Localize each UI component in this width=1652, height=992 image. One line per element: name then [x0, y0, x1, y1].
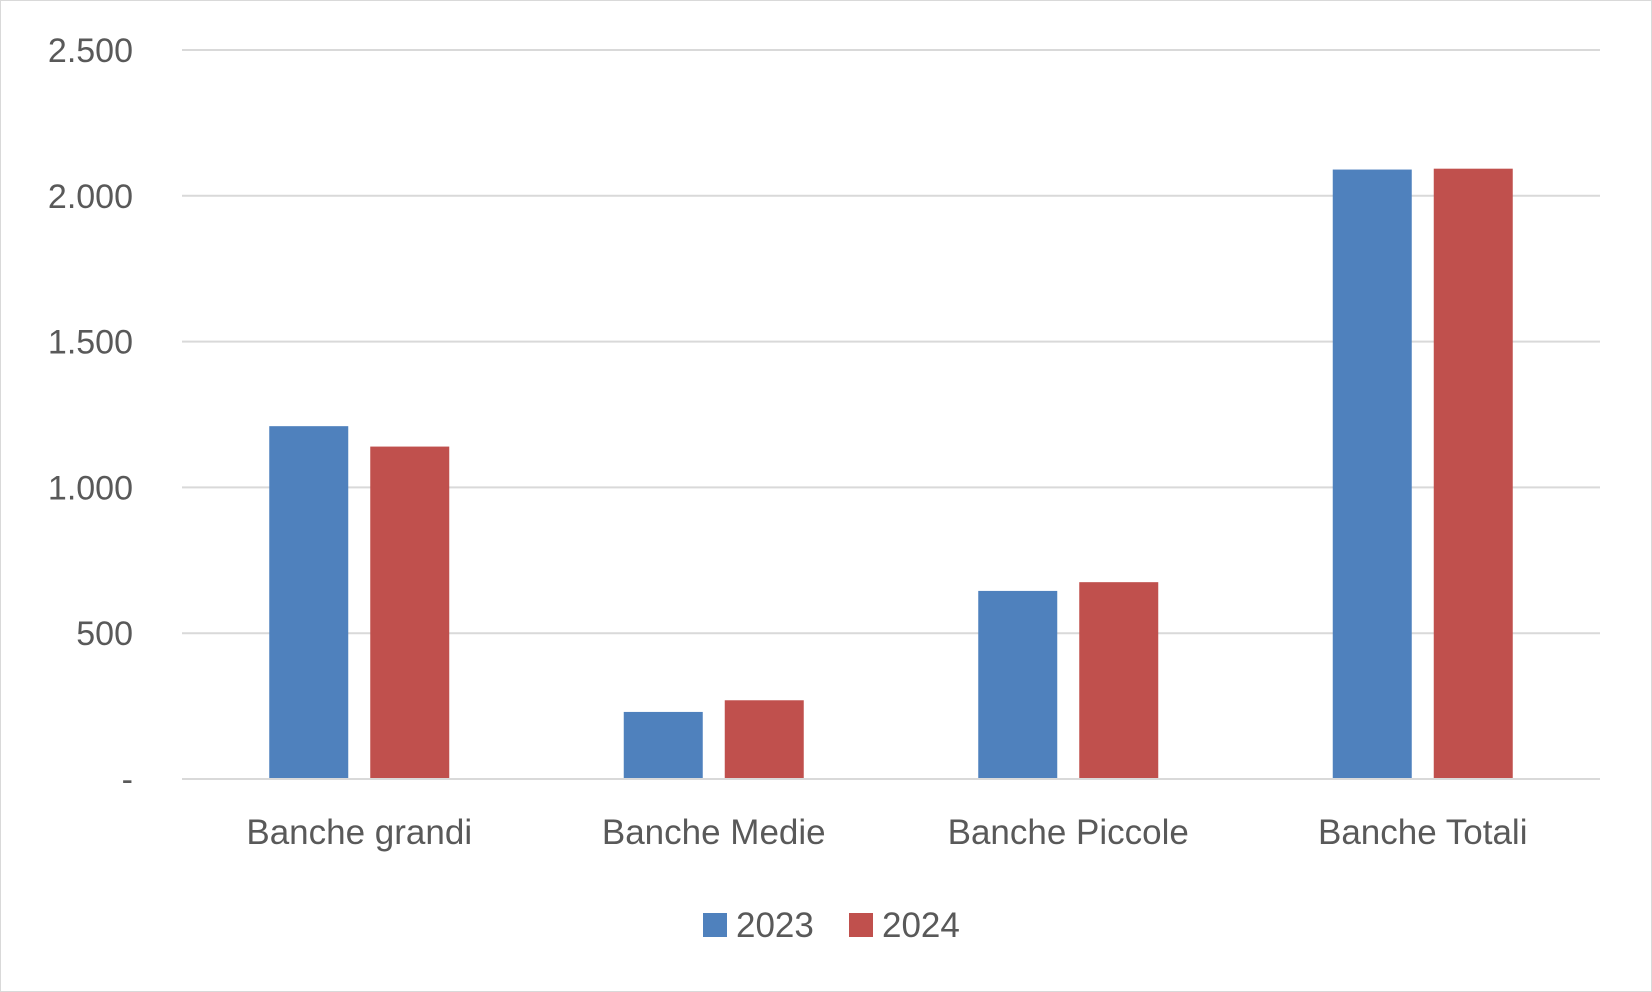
bar-2023-3	[1332, 169, 1412, 779]
legend-label-2023: 2023	[736, 906, 814, 945]
y-axis-ticks: - 500 1.000 1.500 2.000 2.500	[48, 32, 133, 799]
bars	[269, 168, 1513, 779]
y-tick-label: 2.500	[48, 32, 133, 70]
bar-2023-1	[623, 711, 703, 779]
y-tick-label: -	[122, 761, 133, 799]
x-axis-categories: Banche grandi Banche Medie Banche Piccole B…	[246, 813, 1527, 852]
y-tick-label: 500	[76, 615, 133, 653]
x-category-label: Banche Medie	[602, 813, 826, 852]
y-tick-label: 1.000	[48, 469, 133, 507]
y-tick-label: 2.000	[48, 178, 133, 216]
x-category-label: Banche Totali	[1318, 813, 1528, 852]
x-category-label: Banche grandi	[246, 813, 472, 852]
x-category-label: Banche Piccole	[948, 813, 1189, 852]
bar-2024-3	[1433, 168, 1513, 779]
y-tick-label: 1.500	[48, 324, 133, 362]
bar-2023-2	[978, 590, 1058, 779]
legend-swatch-2024	[849, 913, 873, 937]
legend-swatch-2023	[703, 913, 727, 937]
legend: 2023 2024	[703, 906, 960, 945]
bar-2024-1	[724, 700, 804, 779]
bar-2023-0	[269, 426, 349, 779]
bar-2024-0	[370, 446, 450, 779]
bar-2024-2	[1079, 582, 1159, 779]
legend-label-2024: 2024	[882, 906, 960, 945]
